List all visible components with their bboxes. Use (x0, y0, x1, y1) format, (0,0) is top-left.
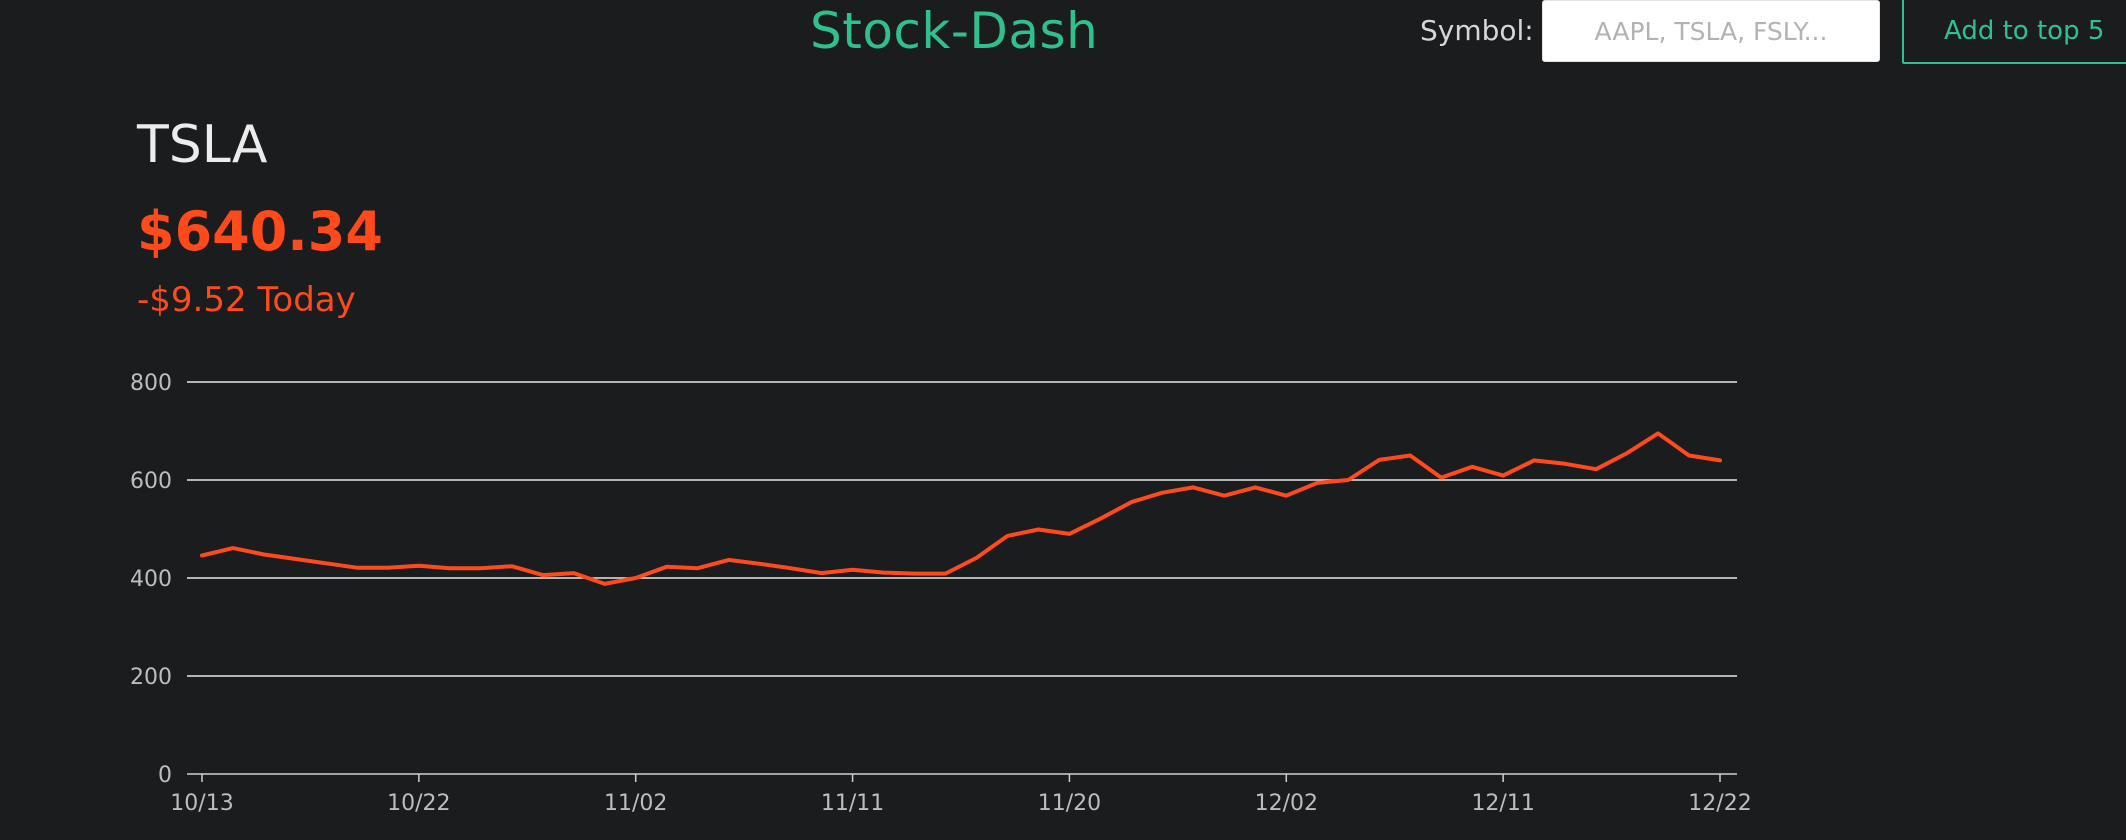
add-to-top5-button[interactable]: Add to top 5 (1902, 0, 2126, 64)
app-title: Stock-Dash (810, 2, 1099, 60)
x-tick-label: 10/13 (170, 791, 233, 816)
symbol-input[interactable] (1542, 0, 1880, 62)
x-tick-label: 12/02 (1255, 791, 1318, 816)
x-tick-label: 12/11 (1471, 791, 1534, 816)
y-tick-label: 800 (130, 371, 172, 396)
stock-price: $640.34 (137, 200, 383, 263)
x-tick-label: 11/02 (604, 791, 667, 816)
stock-symbol: TSLA (137, 115, 268, 175)
x-tick-label: 11/20 (1038, 791, 1101, 816)
y-tick-label: 0 (158, 763, 172, 788)
y-tick-label: 200 (130, 665, 172, 690)
x-tick-label: 10/22 (387, 791, 450, 816)
y-tick-label: 600 (130, 469, 172, 494)
symbol-label: Symbol: (1420, 14, 1534, 47)
x-tick-label: 11/11 (821, 791, 884, 816)
x-tick-label: 12/22 (1688, 791, 1751, 816)
price-line (200, 431, 1722, 586)
y-tick-label: 400 (130, 567, 172, 592)
stock-change: -$9.52 Today (137, 280, 356, 320)
